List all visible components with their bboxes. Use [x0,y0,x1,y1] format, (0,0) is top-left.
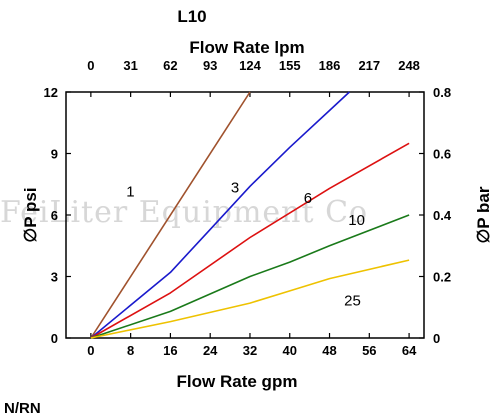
x-tick-label: 8 [127,343,134,358]
series-line-1 [90,91,251,339]
x2-tick-label: 93 [203,58,217,73]
bottom-axis-title: Flow Rate gpm [177,372,298,391]
x-tick-label: 24 [203,343,218,358]
x2-tick-label: 0 [87,58,94,73]
series-label-25: 25 [344,293,361,310]
top-axis-title: Flow Rate lpm [189,38,304,57]
left-axis-title: ∅P psi [21,187,40,242]
x-tick-label: 32 [243,343,257,358]
series-label-10: 10 [348,212,365,229]
y-tick-label: 9 [51,147,58,162]
series-label-6: 6 [304,190,312,207]
y2-tick-label: 0.4 [433,208,452,223]
right-axis-title: ∅P bar [474,186,493,243]
x-tick-label: 16 [163,343,177,358]
x-tick-label: 40 [283,343,297,358]
y-tick-label: 3 [51,270,58,285]
x-tick-label: 48 [322,343,336,358]
x-tick-label: 0 [87,343,94,358]
series-line-3 [90,91,350,339]
x2-tick-label: 31 [123,58,137,73]
series-labels: 1 3 6 10 25 [126,180,365,310]
watermark-text: FeiLiter Equipment Co [0,195,368,230]
y2-tick-label: 0 [433,331,440,346]
y2-tick-label: 0.6 [433,147,451,162]
x2-tick-label: 186 [319,58,341,73]
axis-ticks: 0 8 16 24 32 40 48 56 640 31 62 93 124 155 186 217 24803… [44,58,452,358]
model-footer-label: N/RN [4,400,41,416]
series-label-3: 3 [231,180,239,197]
x2-tick-label: 62 [163,58,177,73]
series-line-10 [90,214,410,339]
x2-tick-label: 124 [239,58,261,73]
x-tick-label: 64 [402,343,417,358]
chart-title: L10 [177,7,206,26]
y2-tick-label: 0.2 [433,270,451,285]
y2-tick-label: 0.8 [433,85,451,100]
series-line-6 [90,142,410,339]
series-label-1: 1 [126,184,134,201]
y-tick-label: 12 [44,85,58,100]
x2-tick-label: 155 [279,58,301,73]
y-tick-label: 0 [51,331,58,346]
series-lines [90,91,410,339]
x-tick-label: 56 [362,343,376,358]
series-line-25 [90,259,410,339]
x2-tick-label: 248 [398,58,420,73]
y-tick-label: 6 [51,208,58,223]
x2-tick-label: 217 [358,58,380,73]
